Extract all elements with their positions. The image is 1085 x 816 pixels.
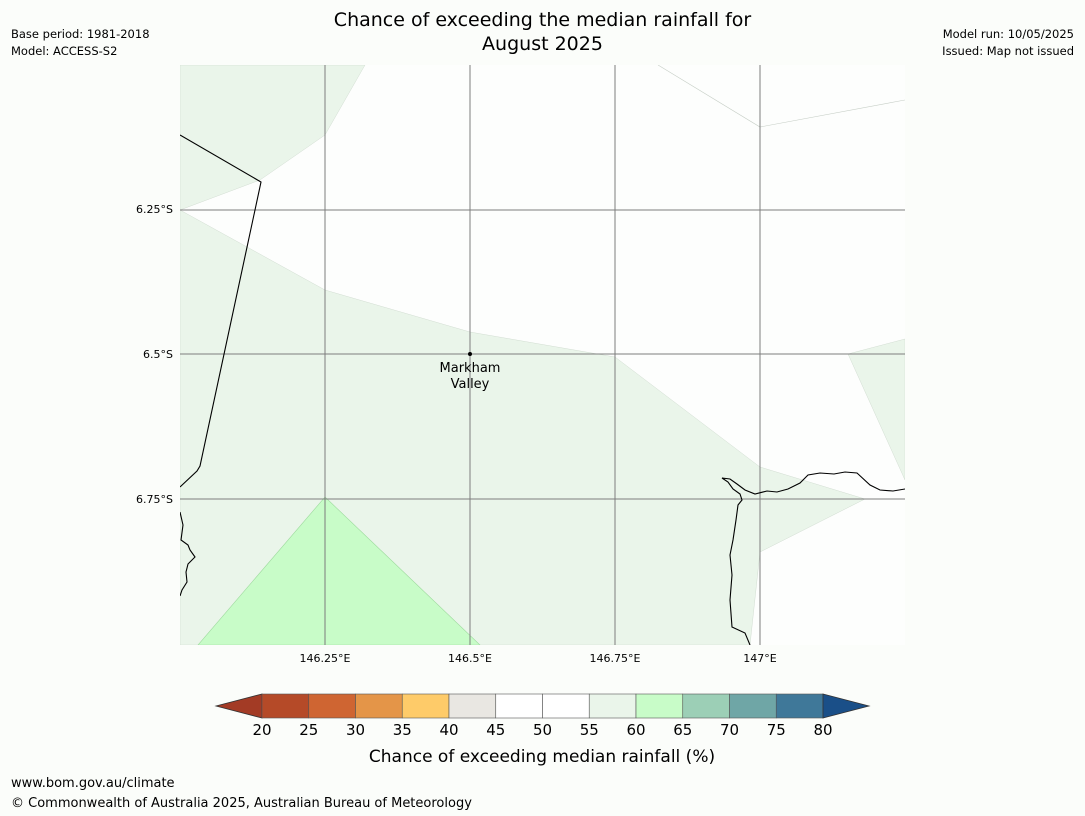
colorbar-extend-low bbox=[214, 693, 263, 719]
colorbar-segment bbox=[588, 693, 637, 719]
colorbar-tick-label: 20 bbox=[252, 721, 271, 739]
colorbar-segment bbox=[495, 693, 543, 719]
colorbar-tick-label: 65 bbox=[673, 721, 692, 739]
gridlines bbox=[180, 65, 905, 645]
colorbar-segment bbox=[682, 693, 730, 719]
colorbar-tick-label: 45 bbox=[486, 721, 505, 739]
issued-status: Issued: Map not issued bbox=[942, 44, 1074, 58]
model-run: Model run: 10/05/2025 bbox=[942, 27, 1074, 41]
region-55-60-east bbox=[847, 338, 905, 481]
map-plot: Markham Valley bbox=[180, 65, 905, 645]
colorbar-segment bbox=[775, 693, 824, 719]
title-line-2: August 2025 bbox=[482, 33, 603, 55]
lon-label-146-25: 146.25°E bbox=[300, 652, 351, 665]
region-60-65-south bbox=[197, 496, 481, 645]
colorbar-segment bbox=[729, 693, 777, 719]
colorbar-segment bbox=[542, 693, 590, 719]
colorbar: 20 25 30 35 40 45 50 55 60 65 70 75 80 bbox=[214, 693, 871, 739]
title-line-1: Chance of exceeding the median rainfall … bbox=[333, 9, 752, 31]
colorbar-tick-label: 25 bbox=[299, 721, 318, 739]
lon-label-146-75: 146.75°E bbox=[590, 652, 641, 665]
footer-copyright: © Commonwealth of Australia 2025, Austra… bbox=[11, 796, 472, 811]
colorbar-tick-label: 75 bbox=[767, 721, 786, 739]
meta-right: Model run: 10/05/2025 Issued: Map not is… bbox=[942, 26, 1074, 60]
place-label-line-2: Valley bbox=[451, 377, 490, 392]
province-boundary bbox=[180, 134, 262, 488]
place-marker bbox=[468, 352, 472, 356]
place-label-line-1: Markham bbox=[440, 361, 501, 376]
latitude-labels: 6.25°S 6.5°S 6.75°S bbox=[136, 203, 173, 506]
colorbar-segment bbox=[308, 693, 356, 719]
colorbar-extend-high bbox=[822, 693, 871, 719]
colorbar-segment bbox=[401, 693, 450, 719]
chart-title: Chance of exceeding the median rainfall … bbox=[0, 8, 1085, 56]
colorbar-tick-label: 60 bbox=[626, 721, 645, 739]
lat-label-6-75: 6.75°S bbox=[136, 493, 173, 506]
coastline-west bbox=[180, 511, 196, 597]
colorbar-segment bbox=[355, 693, 403, 719]
model-name: Model: ACCESS-S2 bbox=[11, 44, 118, 58]
colorbar-tick-label: 80 bbox=[813, 721, 832, 739]
region-55-60-northwest bbox=[180, 65, 366, 211]
colorbar-tick-label: 70 bbox=[720, 721, 739, 739]
meta-left: Base period: 1981-2018 Model: ACCESS-S2 bbox=[11, 26, 150, 60]
colorbar-segment bbox=[635, 693, 684, 719]
longitude-labels: 146.25°E 146.5°E 146.75°E 147°E bbox=[300, 652, 777, 665]
base-period: Base period: 1981-2018 bbox=[11, 27, 150, 41]
footer-url: www.bom.gov.au/climate bbox=[11, 776, 175, 791]
colorbar-tick-label: 35 bbox=[393, 721, 412, 739]
colorbar-tick-label: 55 bbox=[580, 721, 599, 739]
lat-label-6-25: 6.25°S bbox=[136, 203, 173, 216]
colorbar-tick-label: 30 bbox=[346, 721, 365, 739]
lon-label-146-5: 146.5°E bbox=[448, 652, 492, 665]
colorbar-tick-label: 40 bbox=[439, 721, 458, 739]
colorbar-segment bbox=[448, 693, 497, 719]
coastline-gulf bbox=[721, 471, 905, 645]
colorbar-tick-label: 50 bbox=[533, 721, 552, 739]
colorbar-segment bbox=[261, 693, 310, 719]
lon-label-147: 147°E bbox=[743, 652, 776, 665]
lat-label-6-5: 6.5°S bbox=[143, 348, 173, 361]
colorbar-label: Chance of exceeding median rainfall (%) bbox=[369, 747, 715, 767]
